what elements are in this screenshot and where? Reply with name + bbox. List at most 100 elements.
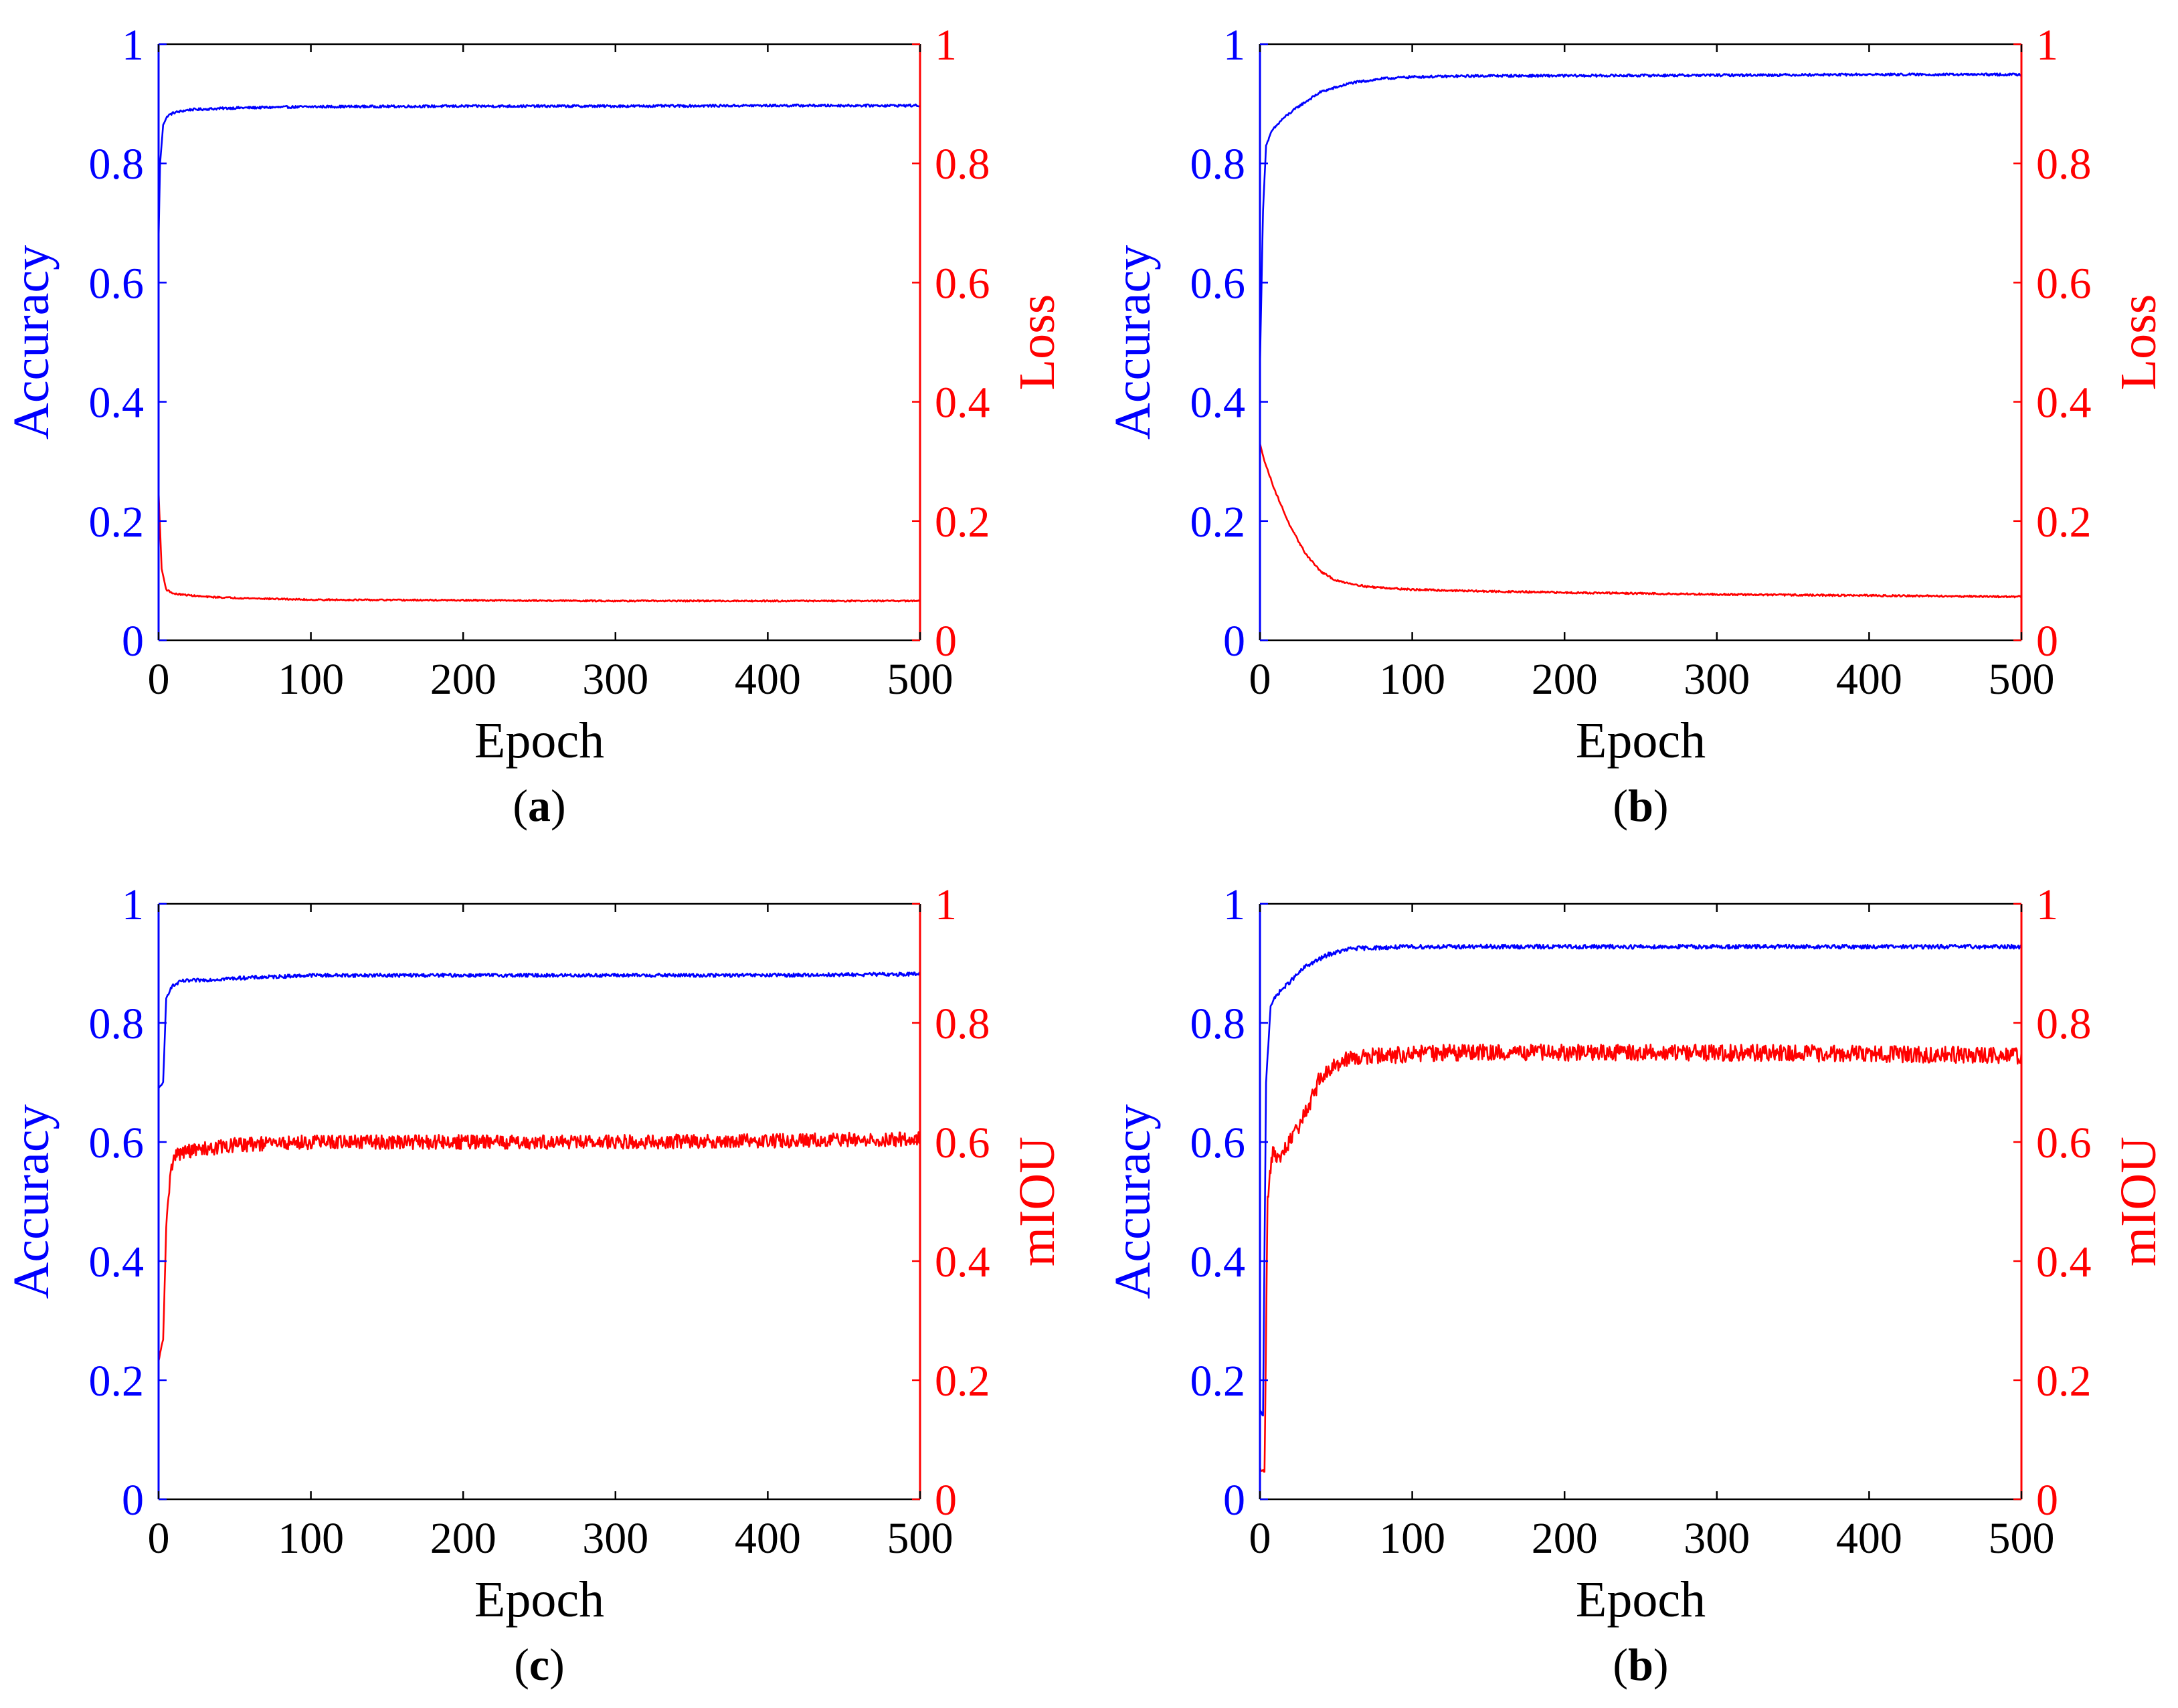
y-tick-label-left: 0: [122, 1476, 144, 1525]
y-tick-label-left: 0: [122, 617, 144, 666]
y-axis-label-left: Accuracy: [1105, 1104, 1161, 1299]
y-tick-label-right: 1: [2036, 21, 2058, 70]
y-tick-label-right: 0.4: [2036, 1238, 2092, 1287]
y-tick-label-left: 1: [1223, 21, 1245, 70]
y-tick-label-right: 0.2: [2036, 498, 2092, 547]
panel-label-open-paren: (: [514, 1639, 529, 1690]
y-axis-label-left: Accuracy: [3, 245, 60, 440]
y-tick-label-left: 0: [1223, 1476, 1245, 1525]
y-tick-label-right: 0.4: [2036, 379, 2092, 428]
y-tick-label-left: 1: [122, 21, 144, 70]
x-tick-label: 500: [887, 655, 954, 704]
y-tick-label-left: 0.8: [89, 140, 145, 189]
y-tick-label-left: 0.4: [1190, 379, 1246, 428]
x-tick-label: 100: [1379, 1514, 1445, 1563]
y-tick-label-right: 0.6: [2036, 259, 2092, 308]
series-line-accuracy: [157, 971, 921, 1089]
chart-panel-b-2: 0 100 200 300 400 50000.20.40.60.8100.20.40.6…: [1105, 21, 2167, 831]
y-tick-label-right: 0: [2036, 617, 2058, 666]
x-tick-label: 400: [1836, 1514, 1902, 1563]
x-tick-label: 300: [582, 1514, 648, 1563]
x-tick-label: 100: [278, 1514, 344, 1563]
x-tick-label: 400: [1836, 655, 1902, 704]
y-tick-label-left: 0: [1223, 617, 1245, 666]
panel-label-close-paren: ): [1653, 780, 1669, 831]
series-line-accuracy: [1259, 943, 2022, 1417]
series-line-accuracy: [157, 103, 921, 241]
x-tick-label: 300: [582, 655, 648, 704]
panel-label-letter: b: [1628, 1639, 1653, 1690]
y-tick-label-right: 0.6: [935, 259, 990, 308]
x-tick-label: 200: [430, 655, 496, 704]
y-axis-label-right: Loss: [2110, 294, 2167, 391]
panel-label-close-paren: ): [551, 780, 566, 831]
y-tick-label-left: 0.8: [89, 1000, 145, 1048]
y-tick-label-left: 0.4: [89, 1238, 145, 1287]
y-tick-label-right: 0.2: [935, 498, 990, 547]
y-tick-label-left: 0.6: [1190, 259, 1246, 308]
y-tick-label-right: 1: [2036, 880, 2058, 929]
x-tick-label: 200: [1532, 1514, 1598, 1563]
y-tick-label-left: 0.2: [1190, 1357, 1246, 1406]
panel-label: (b): [1613, 1639, 1668, 1690]
y-tick-label-right: 1: [935, 880, 957, 929]
y-tick-label-left: 1: [1223, 880, 1245, 929]
x-tick-label: 0: [1249, 655, 1271, 704]
x-tick-label: 500: [1989, 1514, 2055, 1563]
x-tick-label: 300: [1684, 655, 1750, 704]
y-tick-label-right: 0: [935, 617, 957, 666]
y-tick-label-right: 0.6: [2036, 1119, 2092, 1167]
y-tick-label-left: 0.4: [1190, 1238, 1246, 1287]
panel-label-open-paren: (: [1613, 1639, 1628, 1690]
y-tick-label-left: 1: [122, 880, 144, 929]
y-tick-label-right: 0.8: [2036, 140, 2092, 189]
x-tick-label: 200: [1532, 655, 1598, 704]
chart-panel-a-1: 0 100 200 300 400 50000.20.40.60.8100.20.40.6…: [3, 21, 1065, 831]
y-tick-label-right: 0.2: [935, 1357, 990, 1406]
y-tick-label-right: 0: [935, 1476, 957, 1525]
y-tick-label-left: 0.2: [89, 498, 145, 547]
panel-label-letter: b: [1628, 780, 1653, 831]
y-axis-label-right: mIOU: [2110, 1137, 2167, 1266]
y-tick-label-left: 0.2: [89, 1357, 145, 1406]
y-tick-label-right: 0.4: [935, 1238, 990, 1287]
y-tick-label-right: 0.8: [2036, 1000, 2092, 1048]
x-tick-label: 0: [148, 655, 170, 704]
y-axis-label-left: Accuracy: [1105, 245, 1161, 440]
y-tick-label-left: 0.8: [1190, 1000, 1246, 1048]
panels: 0 100 200 300 400 50000.20.40.60.8100.20.40.6…: [3, 21, 2167, 1690]
x-tick-label: 0: [1249, 1514, 1271, 1563]
y-tick-label-right: 1: [935, 21, 957, 70]
y-tick-label-right: 0.2: [2036, 1357, 2092, 1406]
panel-label: (a): [513, 780, 565, 831]
chart-panel-b-4: 0 100 200 300 400 50000.20.40.60.8100.20.40.6…: [1105, 880, 2167, 1690]
y-tick-label-right: 0.8: [935, 140, 990, 189]
panel-label-close-paren: ): [1653, 1639, 1669, 1690]
y-tick-label-left: 0.2: [1190, 498, 1246, 547]
x-axis-label: Epoch: [474, 713, 604, 769]
panel-label-letter: c: [529, 1639, 549, 1690]
y-axis-label-right: mIOU: [1009, 1137, 1065, 1266]
panel-label: (c): [514, 1639, 565, 1690]
x-tick-label: 300: [1684, 1514, 1750, 1563]
y-tick-label-right: 0.8: [935, 1000, 990, 1048]
x-axis-label: Epoch: [1576, 1572, 1706, 1628]
y-tick-label-left: 0.4: [89, 379, 145, 428]
panel-label-letter: a: [528, 780, 551, 831]
chart-panel-c-3: 0 100 200 300 400 50000.20.40.60.8100.20.40.6…: [3, 880, 1065, 1690]
series-line-miou: [157, 1131, 921, 1361]
y-tick-label-left: 0.6: [1190, 1119, 1246, 1167]
x-tick-label: 400: [735, 1514, 801, 1563]
y-tick-label-left: 0.8: [1190, 140, 1246, 189]
x-axis-label: Epoch: [1576, 713, 1706, 769]
series-line-miou: [1259, 1043, 2023, 1473]
panel-label-open-paren: (: [513, 780, 528, 831]
series-line-accuracy: [1259, 72, 2023, 366]
y-axis-label-right: Loss: [1009, 294, 1065, 391]
y-tick-label-right: 0.6: [935, 1119, 990, 1167]
y-tick-label-left: 0.6: [89, 259, 145, 308]
x-tick-label: 0: [148, 1514, 170, 1563]
panel-label-open-paren: (: [1613, 780, 1628, 831]
